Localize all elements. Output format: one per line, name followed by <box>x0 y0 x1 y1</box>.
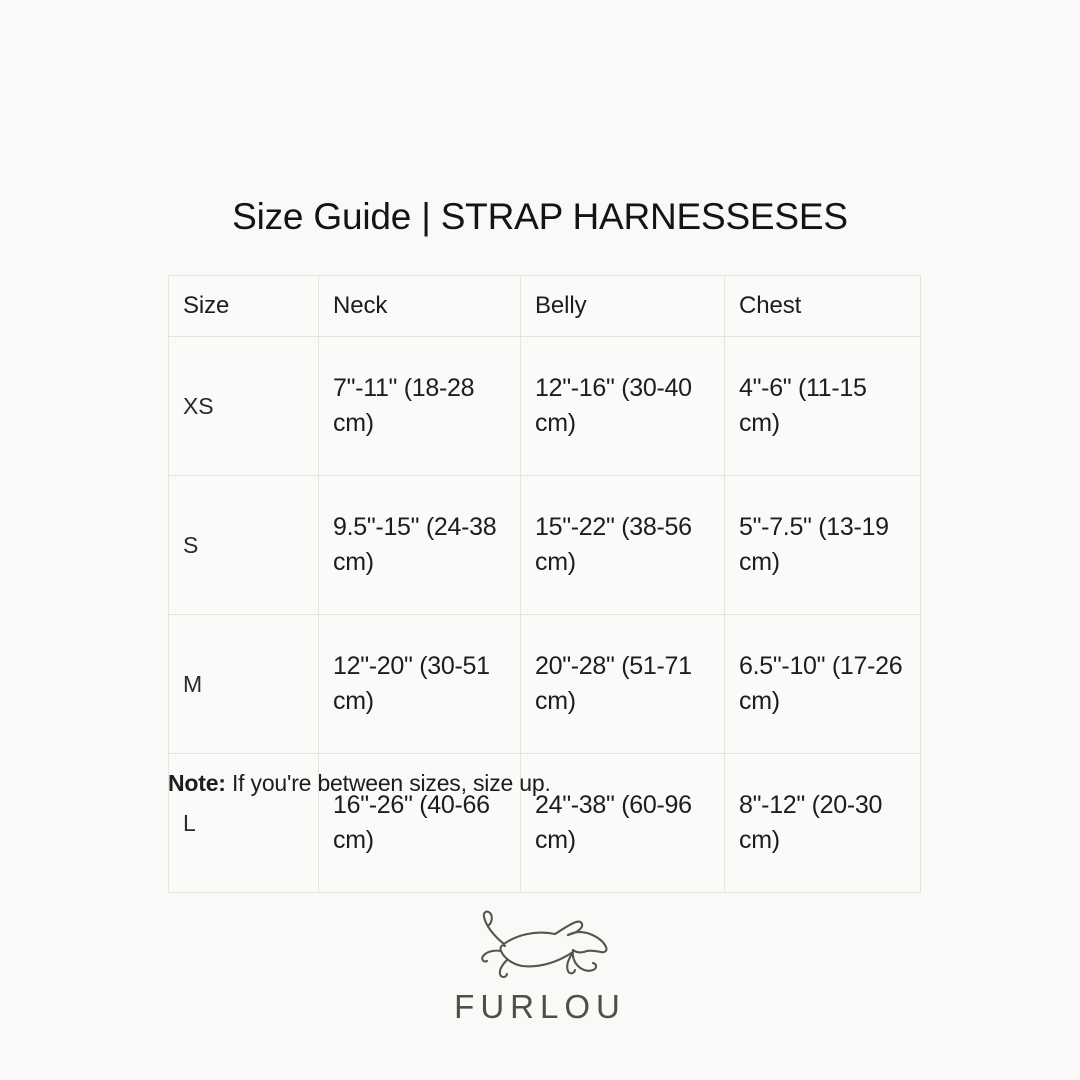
cell-belly: 12"-16" (30-40 cm) <box>520 336 725 476</box>
leaping-dachshund-icon <box>481 910 608 979</box>
page-title: Size Guide | STRAP HARNESSESES <box>0 196 1080 238</box>
note-label: Note: <box>168 770 226 796</box>
cell-neck: 7"-11" (18-28 cm) <box>318 336 521 476</box>
size-note: Note: If you're between sizes, size up. <box>168 770 551 797</box>
cell-chest: 8"-12" (20-30 cm) <box>724 753 921 893</box>
cell-chest: 6.5"-10" (17-26 cm) <box>724 614 921 754</box>
cell-belly: 20"-28" (51-71 cm) <box>520 614 725 754</box>
page-title-product: STRAP HARNESSESES <box>440 196 848 237</box>
cell-chest: 4"-6" (11-15 cm) <box>724 336 921 476</box>
page-title-prefix: Size Guide | <box>232 196 441 237</box>
table-header: Size Neck Belly Chest <box>168 275 921 337</box>
table-row: S 9.5"-15" (24-38 cm) 15"-22" (38-56 cm)… <box>168 475 921 615</box>
column-header-belly: Belly <box>520 275 725 337</box>
column-header-neck: Neck <box>318 275 521 337</box>
column-header-chest: Chest <box>724 275 921 337</box>
cell-belly: 24"-38" (60-96 cm) <box>520 753 725 893</box>
cell-chest: 5"-7.5" (13-19 cm) <box>724 475 921 615</box>
table-row: M 12"-20" (30-51 cm) 20"-28" (51-71 cm) … <box>168 614 921 754</box>
cell-neck: 12"-20" (30-51 cm) <box>318 614 521 754</box>
table-header-row: Size Neck Belly Chest <box>168 275 921 337</box>
brand-logo: FURLOU <box>0 908 1080 1023</box>
table-row: XS 7"-11" (18-28 cm) 12"-16" (30-40 cm) … <box>168 336 921 476</box>
cell-size: XS <box>168 336 319 476</box>
cell-belly: 15"-22" (38-56 cm) <box>520 475 725 615</box>
size-chart: Size Neck Belly Chest XS 7"-11" (18-28 c… <box>168 275 921 893</box>
cell-size: S <box>168 475 319 615</box>
cell-size: L <box>168 753 319 893</box>
note-text: If you're between sizes, size up. <box>225 770 551 796</box>
table-row: L 16"-26" (40-66 cm) 24"-38" (60-96 cm) … <box>168 753 921 893</box>
size-table: Size Neck Belly Chest XS 7"-11" (18-28 c… <box>168 275 921 893</box>
cell-neck: 9.5"-15" (24-38 cm) <box>318 475 521 615</box>
column-header-size: Size <box>168 275 319 337</box>
table-body: XS 7"-11" (18-28 cm) 12"-16" (30-40 cm) … <box>168 336 921 893</box>
cell-size: M <box>168 614 319 754</box>
brand-wordmark: FURLOU <box>454 988 626 1025</box>
